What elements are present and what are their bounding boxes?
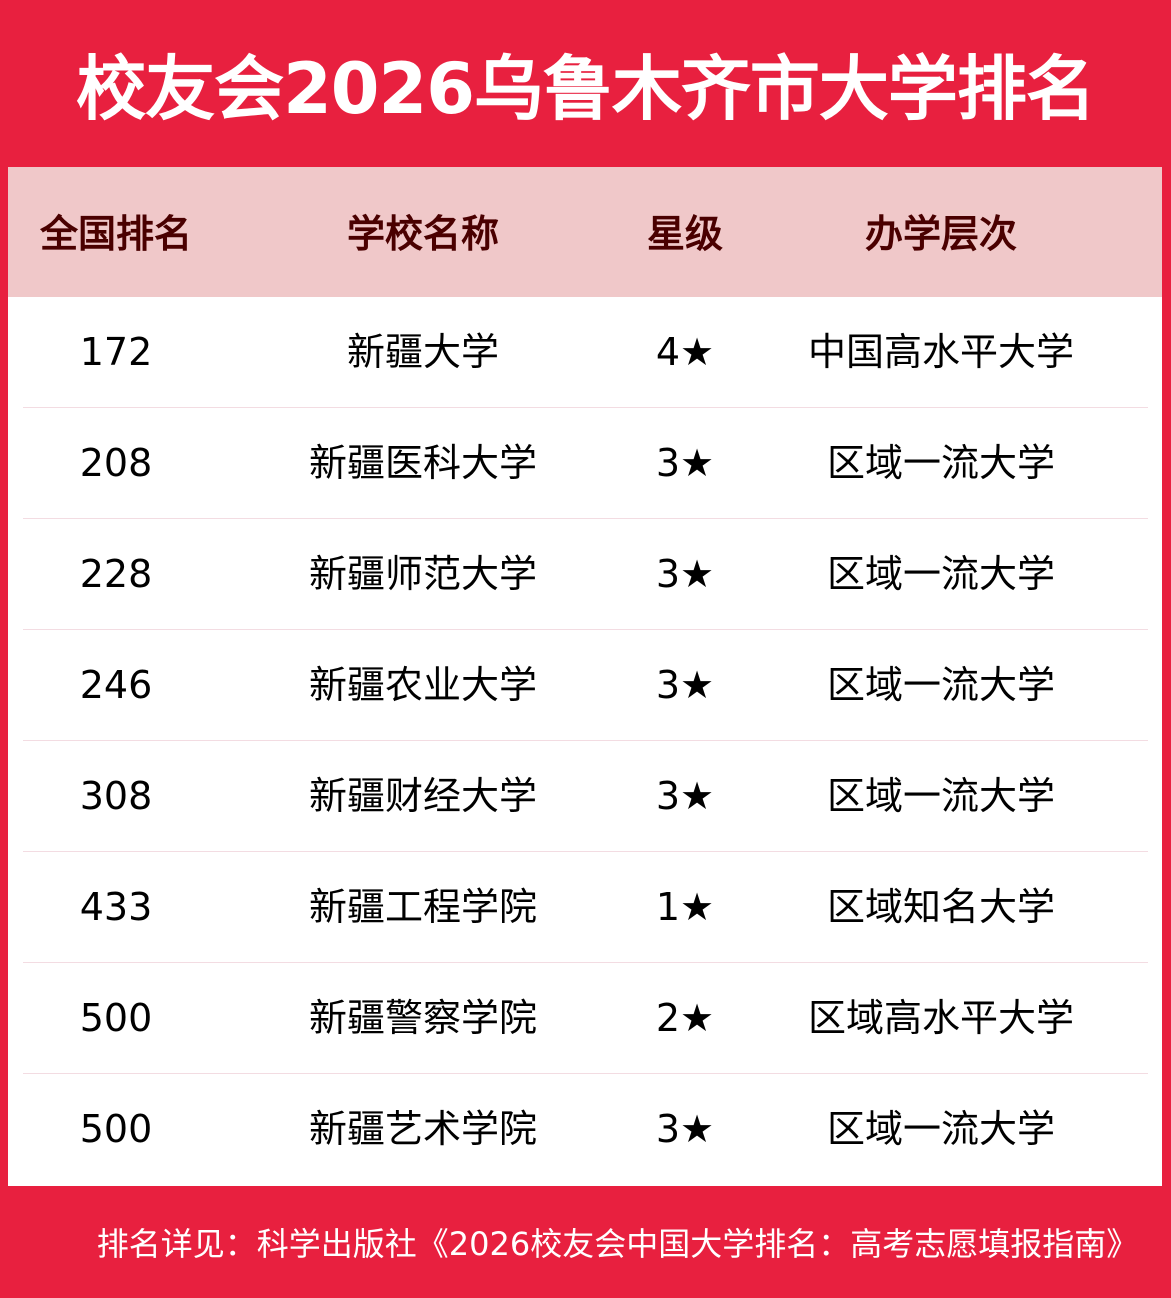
rank-cell: 308 [79, 774, 153, 818]
level-cell: 区域一流大学 [826, 774, 1056, 818]
rank-cell: 500 [79, 996, 153, 1040]
page-title: 校友会2026乌鲁木齐市大学排名 [76, 47, 1096, 130]
header-school: 学校名称 [346, 212, 500, 256]
table-row: 308 新疆财经大学 3★ 区域一流大学 [8, 741, 1162, 852]
table-row: 500 新疆艺术学院 3★ 区域一流大学 [8, 1074, 1162, 1185]
level-cell: 区域知名大学 [826, 885, 1056, 929]
rank-cell: 208 [79, 441, 153, 485]
table-row: 208 新疆医科大学 3★ 区域一流大学 [8, 408, 1162, 519]
school-name-cell: 新疆大学 [346, 330, 500, 374]
stars-cell: 2★ [655, 996, 715, 1040]
school-name-cell: 新疆师范大学 [308, 552, 538, 596]
table-row: 246 新疆农业大学 3★ 区域一流大学 [8, 630, 1162, 741]
level-cell: 中国高水平大学 [807, 330, 1075, 374]
school-name-cell: 新疆医科大学 [308, 441, 538, 485]
school-name-cell: 新疆艺术学院 [308, 1107, 538, 1151]
source-note: 排名详见：科学出版社《2026校友会中国大学排名：高考志愿填报指南》 [96, 1225, 1139, 1263]
rank-cell: 228 [79, 552, 153, 596]
level-cell: 区域高水平大学 [807, 996, 1075, 1040]
rank-cell: 172 [79, 330, 153, 374]
table-row: 500 新疆警察学院 2★ 区域高水平大学 [8, 963, 1162, 1074]
school-name-cell: 新疆警察学院 [308, 996, 538, 1040]
header-rank: 全国排名 [39, 212, 193, 256]
level-cell: 区域一流大学 [826, 1107, 1056, 1151]
level-cell: 区域一流大学 [826, 552, 1056, 596]
stars-cell: 3★ [655, 441, 715, 485]
stars-cell: 1★ [655, 885, 715, 929]
stars-cell: 3★ [655, 663, 715, 707]
rank-cell: 500 [79, 1107, 153, 1151]
table-header: 全国排名 学校名称 星级 办学层次 [8, 167, 1162, 297]
school-name-cell: 新疆财经大学 [308, 774, 538, 818]
table-row: 433 新疆工程学院 1★ 区域知名大学 [8, 852, 1162, 963]
school-name-cell: 新疆农业大学 [308, 663, 538, 707]
stars-cell: 3★ [655, 552, 715, 596]
table-row: 228 新疆师范大学 3★ 区域一流大学 [8, 519, 1162, 630]
rank-cell: 246 [79, 663, 153, 707]
rank-cell: 433 [79, 885, 153, 929]
ranking-table: 全国排名 学校名称 星级 办学层次 172 新疆大学 4★ 中国高水平大学 208 新疆医… [8, 167, 1162, 1186]
stars-cell: 3★ [655, 774, 715, 818]
table-row: 172 新疆大学 4★ 中国高水平大学 [8, 297, 1162, 408]
header-stars: 星级 [646, 212, 724, 256]
stars-cell: 4★ [655, 330, 715, 374]
level-cell: 区域一流大学 [826, 441, 1056, 485]
table-body: 172 新疆大学 4★ 中国高水平大学 208 新疆医科大学 3★ 区域一流大学 228 新疆师范… [8, 297, 1162, 1185]
stars-cell: 3★ [655, 1107, 715, 1151]
header-level: 办学层次 [864, 212, 1018, 256]
level-cell: 区域一流大学 [826, 663, 1056, 707]
school-name-cell: 新疆工程学院 [308, 885, 538, 929]
